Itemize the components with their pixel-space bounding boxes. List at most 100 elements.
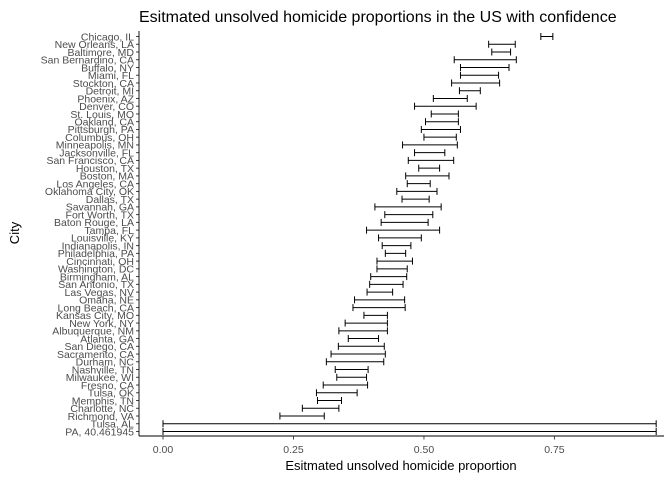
error-bar (396, 187, 438, 195)
error-bar (325, 358, 385, 366)
y-tick-label: Fort Worth, TX (66, 209, 134, 221)
y-tick-label: Memphis, TN (72, 395, 134, 407)
y-tick-label: Detroit, MI (86, 86, 134, 98)
error-bar (384, 211, 434, 219)
error-bar (347, 335, 380, 343)
y-tick-label: San Francisco, CA (46, 155, 134, 167)
y-tick-label: Sacramento, CA (57, 349, 134, 361)
y-tick-label: Louisville, KY (71, 233, 134, 245)
error-bar (279, 412, 325, 420)
y-tick-label: New York, NY (69, 318, 134, 330)
x-tick-label: 0.50 (414, 444, 435, 456)
error-bars (162, 33, 657, 435)
error-bar (488, 40, 516, 48)
error-bar (425, 118, 459, 126)
y-tick-label: Chicago, IL (81, 31, 134, 43)
y-tick-label: Dallas, TX (86, 194, 134, 206)
error-bar (366, 226, 441, 234)
y-tick-label: Cincinnati, OH (66, 256, 134, 268)
y-tick-label: Tulsa, OK (88, 388, 134, 400)
chart-title: Esitmated unsolved homicide proportions … (139, 9, 617, 26)
error-bar (370, 273, 408, 281)
y-tick-label: Miami, FL (88, 70, 134, 82)
y-tick-label: Indianapolis, IN (62, 240, 134, 252)
y-tick-label: Richmond, VA (68, 411, 134, 423)
x-tick-label: 0.25 (283, 444, 304, 456)
y-tick-label: Buffalo, NY (81, 62, 134, 74)
y-tick-marks (136, 36, 139, 432)
y-tick-label: Long Beach, CA (58, 302, 134, 314)
y-tick-label: Pittsburgh, PA (68, 124, 134, 136)
error-bar (453, 56, 517, 64)
y-tick-label: San Antonio, TX (58, 279, 134, 291)
error-bar (363, 311, 388, 319)
error-bar (418, 164, 441, 172)
y-tick-label: Durham, NC (76, 357, 135, 369)
error-bar (401, 195, 430, 203)
y-tick-label: Los Angeles, CA (56, 178, 134, 190)
y-tick-label: Albuquerque, NM (52, 326, 134, 338)
error-bar (301, 404, 340, 412)
error-bar (491, 48, 512, 56)
error-bar (451, 79, 501, 87)
error-bar (354, 296, 406, 304)
x-axis-title: Esitmated unsolved homicide proportion (285, 458, 516, 473)
error-bar (316, 397, 342, 405)
y-tick-label: Las Vegas, NV (65, 287, 134, 299)
y-tick-label: San Bernardino, CA (41, 55, 134, 67)
y-tick-label: Milwaukee, WI (66, 372, 134, 384)
error-bar (405, 172, 450, 180)
error-bar (381, 242, 412, 250)
error-bar (458, 87, 481, 95)
error-bar (378, 234, 422, 242)
error-bar (376, 265, 408, 273)
error-bar (338, 327, 388, 335)
error-bar (407, 156, 455, 164)
error-bar (423, 133, 457, 141)
y-tick-label: Oklahoma City, OK (45, 186, 134, 198)
y-tick-label: Oakland, CA (74, 116, 134, 128)
error-bar (366, 288, 394, 296)
error-bar (337, 342, 385, 350)
y-tick-label: Fresno, CA (81, 380, 134, 392)
y-tick-label: Tulsa, AL (91, 419, 135, 431)
error-bar (376, 257, 413, 265)
error-bar (369, 280, 404, 288)
error-bar (334, 366, 369, 374)
y-axis-title: City (7, 221, 22, 244)
x-axis-ticks: 0.00 0.25 0.50 0.75 (153, 436, 565, 456)
y-tick-label: St. Louis, MO (70, 109, 134, 121)
x-tick-label: 0.75 (544, 444, 565, 456)
y-tick-label: Omaha, NE (79, 295, 134, 307)
error-bar (432, 94, 468, 102)
y-tick-label: Baton Rouge, LA (54, 217, 134, 229)
y-tick-label: New Orleans, LA (55, 39, 134, 51)
error-bar (406, 180, 431, 188)
y-tick-label: Boston, MA (80, 171, 134, 183)
y-tick-label: Savannah, GA (66, 202, 134, 214)
error-bar (322, 381, 369, 389)
error-bar (402, 141, 458, 149)
y-tick-label: Birmingham, AL (60, 271, 134, 283)
y-tick-label: Baltimore, MD (67, 47, 134, 59)
x-tick-label: 0.00 (153, 444, 174, 456)
error-bar (459, 63, 510, 71)
y-tick-label: Washington, DC (58, 264, 134, 276)
error-bar (162, 420, 657, 428)
y-tick-label: Jacksonville, FL (59, 147, 134, 159)
y-tick-label: Tampa, FL (84, 225, 134, 237)
error-bar (374, 203, 442, 211)
y-tick-label: Columbus, OH (65, 132, 134, 144)
y-tick-label: Stockton, CA (73, 78, 134, 90)
y-tick-label: Atlanta, GA (80, 333, 134, 345)
y-tick-label: Phoenix, AZ (77, 93, 134, 105)
y-tick-label: Denver, CO (79, 101, 134, 113)
y-tick-label: Minneapolis, MN (56, 140, 134, 152)
error-bar (315, 389, 358, 397)
error-bar (459, 71, 500, 79)
error-bar (336, 373, 368, 381)
y-tick-label: Kansas City, MO (56, 310, 134, 322)
error-bar (414, 102, 477, 110)
error-bar (344, 319, 388, 327)
